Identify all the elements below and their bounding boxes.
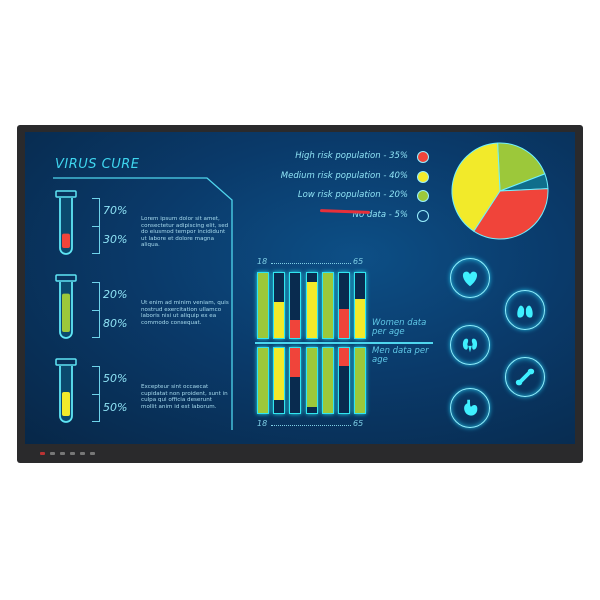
heart-icon bbox=[462, 271, 478, 287]
kidneys-button[interactable] bbox=[450, 325, 490, 365]
axis-end-label: 65 bbox=[353, 257, 364, 266]
percent-label: 20% bbox=[103, 288, 128, 301]
data-bar bbox=[338, 347, 350, 414]
pie-slice bbox=[451, 142, 501, 232]
legend-label: No data - 5% bbox=[352, 209, 408, 220]
data-bar bbox=[321, 347, 334, 414]
description-text: Lorem ipsum dolor sit amet, consectetur … bbox=[141, 216, 229, 249]
bar-fill bbox=[322, 348, 333, 413]
description-text: Ut enim ad minim veniam, quis nostrud ex… bbox=[141, 300, 229, 326]
data-bar bbox=[257, 272, 269, 339]
test-tube bbox=[55, 274, 77, 342]
divider-line bbox=[255, 342, 433, 344]
risk-pie-chart bbox=[451, 142, 549, 240]
bezel-buttons[interactable] bbox=[40, 452, 95, 455]
percent-label: 50% bbox=[103, 372, 128, 385]
legend-label: Low risk population - 20% bbox=[297, 190, 408, 200]
bone-button[interactable] bbox=[505, 357, 545, 397]
data-bar bbox=[338, 272, 350, 339]
data-bar bbox=[321, 272, 334, 339]
test-tube bbox=[55, 190, 77, 258]
kidneys-icon bbox=[462, 338, 478, 353]
lungs-button[interactable] bbox=[505, 290, 545, 330]
percent-label: 50% bbox=[103, 401, 128, 414]
series-label: Men data per age bbox=[372, 346, 429, 365]
bracket bbox=[92, 394, 100, 422]
bracket bbox=[92, 198, 100, 226]
percent-label: 70% bbox=[103, 204, 128, 217]
bar-fill bbox=[258, 273, 268, 338]
data-bar bbox=[289, 347, 302, 414]
bar-fill bbox=[258, 348, 268, 413]
screen: VIRUS CURE 70% 30% Lorem ipsum dolor sit a… bbox=[25, 132, 575, 444]
legend-dot bbox=[417, 190, 429, 202]
lungs-icon bbox=[517, 302, 533, 318]
axis-start-label: 18 bbox=[257, 419, 268, 428]
page-title: VIRUS CURE bbox=[55, 157, 140, 172]
heart-button[interactable] bbox=[450, 258, 490, 298]
bar-fill bbox=[290, 320, 301, 338]
percent-label: 30% bbox=[103, 233, 128, 246]
stomach-button[interactable] bbox=[450, 388, 490, 428]
description-text: Excepteur sint occaecat cupidatat non pr… bbox=[141, 384, 228, 410]
bar-fill bbox=[355, 348, 366, 413]
bracket bbox=[92, 282, 100, 310]
data-bar bbox=[257, 347, 269, 414]
legend-label: High risk population - 35% bbox=[295, 151, 408, 161]
data-bar bbox=[305, 347, 318, 414]
bar-fill bbox=[306, 282, 317, 338]
axis-line bbox=[271, 425, 351, 426]
data-bar bbox=[305, 272, 318, 339]
bracket bbox=[92, 366, 100, 394]
axis-start-label: 18 bbox=[257, 257, 268, 266]
bar-fill bbox=[274, 302, 285, 338]
test-tube bbox=[55, 358, 77, 426]
bar-fill bbox=[355, 299, 366, 338]
stomach-icon bbox=[464, 399, 478, 416]
data-bar bbox=[289, 272, 302, 339]
pie-slice bbox=[473, 188, 549, 240]
axis-line bbox=[271, 263, 351, 264]
pie-slice bbox=[497, 142, 546, 192]
legend-dot bbox=[417, 170, 429, 183]
bar-fill bbox=[339, 308, 349, 338]
axis-end-label: 65 bbox=[353, 419, 364, 428]
bar-fill bbox=[306, 348, 317, 407]
legend-label: Medium risk population - 40% bbox=[280, 170, 408, 181]
bone-icon bbox=[515, 368, 535, 386]
data-bar bbox=[273, 272, 286, 339]
bracket bbox=[92, 226, 100, 254]
bar-fill bbox=[339, 348, 349, 367]
percent-label: 80% bbox=[103, 317, 128, 330]
bracket bbox=[92, 310, 100, 338]
bar-fill bbox=[274, 348, 285, 400]
series-label: Women data per age bbox=[372, 318, 427, 337]
data-bar bbox=[354, 272, 367, 339]
legend-dot bbox=[417, 151, 429, 163]
bar-fill bbox=[290, 348, 301, 378]
data-bar bbox=[354, 347, 367, 414]
bar-fill bbox=[322, 273, 333, 338]
legend-dot bbox=[417, 209, 429, 222]
frame-line bbox=[53, 177, 233, 430]
data-bar bbox=[273, 347, 286, 414]
